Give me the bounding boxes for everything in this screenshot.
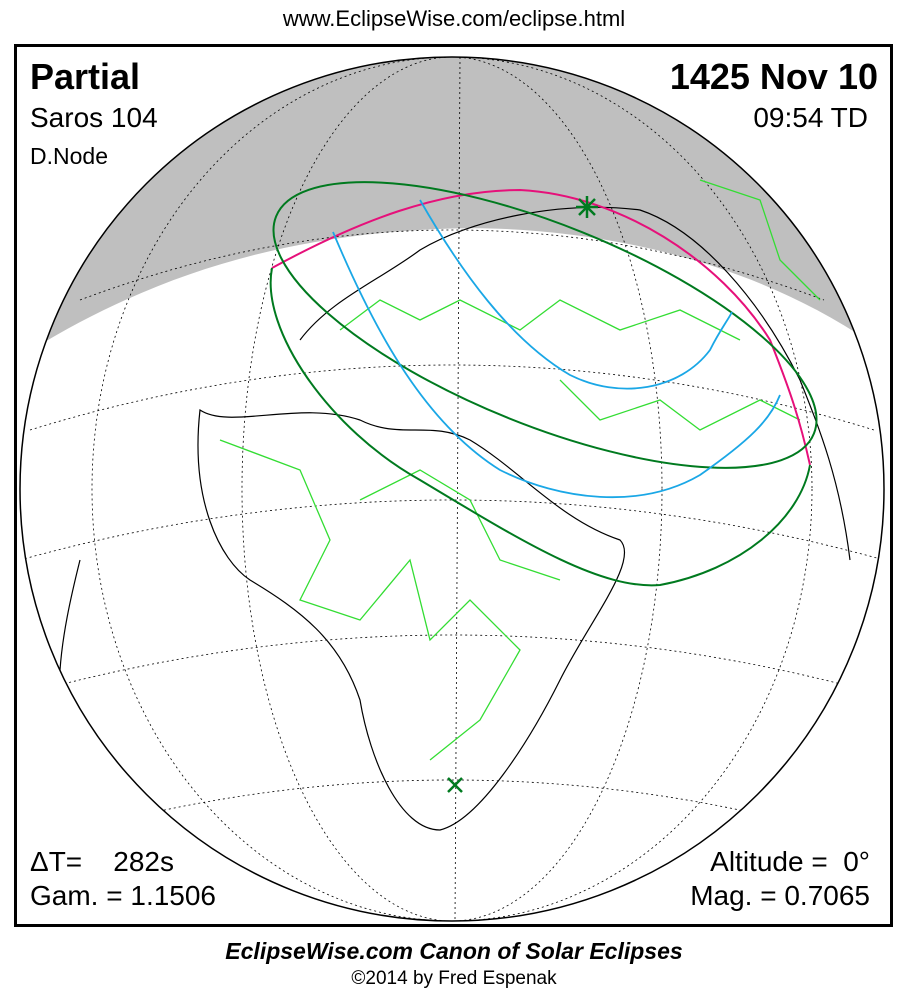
eclipse-date: 1425 Nov 10 <box>669 56 878 97</box>
header-url: www.EclipseWise.com/eclipse.html <box>282 6 626 31</box>
globe-outline <box>19 56 885 922</box>
footer-title: EclipseWise.com Canon of Solar Eclipses <box>225 938 683 964</box>
map-frame <box>14 44 893 927</box>
delta-t: ΔT= 282s <box>30 846 174 877</box>
magnitude: Mag. = 0.7065 <box>690 880 870 911</box>
eclipse-time: 09:54 TD <box>753 102 868 133</box>
greatest-eclipse-star-icon <box>576 196 598 218</box>
sub-solar-x-icon <box>447 777 463 793</box>
political-borders <box>219 179 821 761</box>
magnitude-curves <box>332 199 781 499</box>
graticule <box>20 57 884 921</box>
altitude: Altitude = 0° <box>710 846 870 877</box>
saros-number: Saros 104 <box>30 102 158 133</box>
footer-copyright: ©2014 by Fred Espenak <box>351 968 557 989</box>
eclipse-type: Partial <box>30 56 141 97</box>
penumbra-limits <box>269 181 818 587</box>
node: D.Node <box>30 143 108 169</box>
gamma: Gam. = 1.1506 <box>30 880 217 911</box>
sunrise-sunset-line <box>271 188 811 466</box>
